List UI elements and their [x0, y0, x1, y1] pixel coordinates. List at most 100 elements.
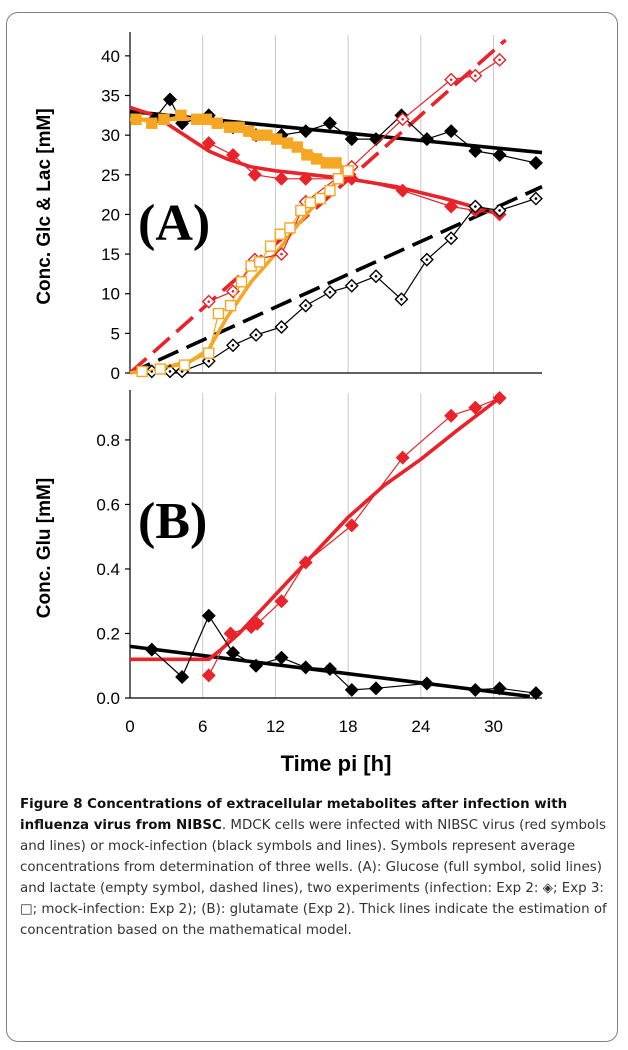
panel-b-series-2-point — [223, 626, 238, 641]
panel-a-series-4-point — [251, 129, 263, 141]
panel-a-series-10-point — [264, 240, 277, 252]
panel-b-y-tick-label: 0.0 — [96, 689, 120, 708]
panel-b-x-tick-label: 6 — [198, 717, 207, 736]
panel-b-x-tick-label: 12 — [266, 717, 285, 736]
panel-a-y-tick-label: 0 — [111, 364, 120, 383]
panel-a-series-9-line — [128, 38, 507, 375]
panel-a-series-2-point — [226, 147, 240, 162]
panel-a-y-axis-title: Conc. Glc & Lac [mM] — [34, 108, 55, 304]
panel-b-series-2-point — [344, 518, 359, 533]
panel-a-series-0-point — [528, 155, 543, 170]
chart-canvas: 0 5 10 15 20 25 30 35 40 Conc. Glc & Lac [mM] (A) 0… — [34, 32, 543, 776]
panel-b-series-2-point — [444, 408, 459, 423]
panel-b-series-2-point — [274, 594, 289, 609]
panel-b-series-2-point — [201, 668, 216, 683]
panel-a-series-6-point-center — [400, 297, 403, 301]
panel-a-series-8-point-center — [498, 58, 501, 62]
panel-b-series-0-point — [274, 650, 289, 665]
panel-a-series-4-point — [301, 149, 313, 161]
panel-a-series-6-point-center — [534, 197, 538, 200]
panel-a-series-2-point — [247, 167, 262, 182]
panel-b-series-0-line — [151, 615, 536, 694]
panel-a-series-6-point-center — [280, 325, 283, 329]
panel-a-series-10-point — [284, 222, 296, 234]
panel-a-series-6-point-center — [304, 304, 308, 307]
panel-a-series-6-point-center — [231, 343, 235, 347]
panel-a-y-tick-label: 30 — [101, 126, 120, 145]
panel-a-series-4-point — [211, 117, 223, 129]
panel-b-series-0-point — [249, 658, 264, 673]
panel-a-series-8-point-center — [449, 78, 453, 81]
panel-a-series-6-point-center — [474, 205, 477, 208]
panel-b-series-0-point — [468, 682, 483, 697]
panel-a-series-10-point — [332, 173, 345, 185]
panel-b-series-2-point — [250, 616, 265, 631]
panel-b-series-3-line — [130, 396, 501, 662]
panel-a-series-2-point — [201, 136, 216, 151]
panel-a-series-4-point — [281, 137, 294, 149]
panel-a-series-10-point — [342, 165, 354, 177]
panel-a-y-tick-label: 5 — [111, 324, 120, 343]
panel-a-series-4-point — [190, 113, 203, 125]
panel-b-series-0-point — [201, 608, 216, 623]
panel-b-series-0-point — [492, 681, 507, 696]
panel-a-series-6-point-center — [498, 209, 501, 212]
panel-b-series-2-line — [208, 397, 500, 676]
panel-b-series-0-point — [298, 660, 313, 675]
panel-b-x-tick-label: 24 — [411, 717, 430, 736]
panel-a-series-0-point — [344, 132, 359, 147]
panel-b-y-tick-label: 0.4 — [96, 560, 120, 579]
panel-a-series-8-line — [208, 59, 500, 303]
panel-a-series-4-point — [158, 113, 170, 125]
panel-a-series-0-point — [444, 124, 459, 139]
panel-b-x-axis-title: Time pi [h] — [281, 751, 392, 776]
panel-a-series-10-point — [178, 359, 191, 371]
panel-a-y-tick-label: 20 — [101, 205, 120, 224]
panel-a-series-8-point-center — [207, 300, 211, 303]
panel-a-series-4-point — [233, 121, 245, 133]
panel-a-series-10-point — [253, 256, 266, 268]
panel-a-series-4-point — [330, 157, 342, 169]
panel-a-series-0-point — [468, 144, 483, 158]
panel-b-series-0-point — [419, 676, 434, 691]
panel-b-y-tick-label: 0.8 — [96, 431, 120, 450]
panel-a-series-2-line — [208, 142, 500, 215]
panel-a-series-10-point — [212, 307, 225, 320]
panel-b-x-tick-label: 0 — [125, 717, 134, 736]
panel-a-series-10-point — [136, 365, 148, 378]
panel-a-y-tick-label: 40 — [101, 47, 120, 66]
panel-a-series-4-point — [261, 129, 273, 141]
panel-a-series-8-point-center — [474, 74, 477, 77]
figure-frame — [6, 12, 618, 1042]
panel-a-series-8-point-center — [231, 290, 235, 293]
panel-b-y-tick-label: 0.2 — [96, 624, 120, 643]
panel-b-series-2-point — [298, 555, 313, 570]
panel-a-series-6-point-center — [449, 236, 453, 240]
panel-a-series-4-point — [320, 157, 333, 169]
panel-b-series-0-point — [344, 682, 359, 697]
panel-a-series-10-point — [314, 192, 326, 205]
panel-a-y-tick-label: 25 — [101, 166, 120, 185]
panel-a-series-8-point-center — [280, 252, 283, 256]
panel-a-series-0-point — [162, 92, 177, 107]
panel-a-series-4-point — [291, 141, 303, 153]
panel-a-series-6-point-center — [207, 359, 211, 363]
panel-a-series-10-point — [295, 204, 307, 217]
panel-a-series-6-point-center — [328, 290, 332, 294]
panel-a-y-tick-label: 15 — [101, 245, 120, 264]
figure-caption: Figure 8 Concentrations of extracellular… — [20, 794, 610, 941]
panel-a-series-4-point — [310, 153, 323, 165]
panel-b-series-2-point — [395, 450, 410, 465]
panel-b-series-0-point — [175, 670, 190, 685]
panel-a-panel-label: (A) — [138, 195, 210, 252]
panel-a-y-tick-label: 10 — [101, 285, 120, 304]
panel-a-series-4-point — [146, 117, 158, 129]
panel-a-series-6-point-center — [350, 284, 354, 288]
panel-a-series-4-point — [200, 113, 213, 125]
caption-title: Figure 8 Concentrations of extracellular… — [20, 797, 568, 833]
panel-b-series-2-point — [492, 391, 507, 405]
panel-b-series-2-point — [468, 400, 483, 415]
panel-b-series-0-point — [322, 661, 337, 676]
panel-a-series-10-point — [224, 299, 237, 312]
panel-a-series-2-point — [298, 171, 313, 186]
